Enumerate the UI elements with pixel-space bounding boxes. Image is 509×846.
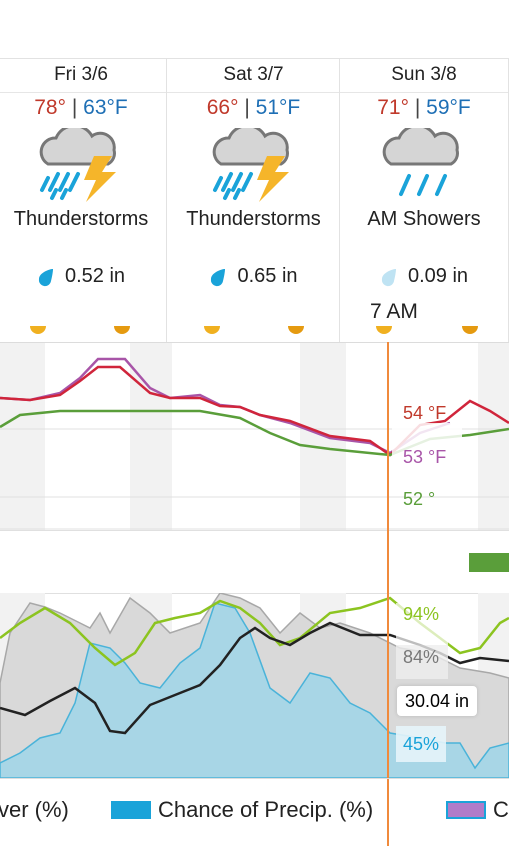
- precip-value: 0.65 in: [237, 265, 298, 287]
- low-temp: 51°F: [255, 96, 301, 119]
- thunderstorm-icon: [39, 128, 116, 202]
- sunrise-icon: [30, 326, 46, 334]
- hover-temp: 54 °F: [403, 403, 447, 423]
- forecast-top-border: [0, 58, 509, 59]
- hover-cloud-cover: 84%: [403, 647, 440, 667]
- temperature-line: [0, 365, 509, 457]
- low-temp: 63°F: [83, 96, 128, 119]
- day-column-sat[interactable]: Sat 3/7 66° | 51°F Thunderstorms 0.65 in: [166, 58, 340, 342]
- hover-time-bg: [366, 298, 426, 326]
- hover-chance-precip: 45%: [403, 734, 440, 754]
- humidity-precip-chart[interactable]: [0, 593, 509, 778]
- temp-separator: |: [244, 96, 250, 119]
- hover-humidity: 94%: [403, 604, 440, 624]
- day-column-fri[interactable]: Fri 3/6 78° | 63°F Thunderstorms 0.52 in: [0, 58, 167, 342]
- condition-text: Thunderstorms: [13, 208, 149, 230]
- condition-text: AM Showers: [367, 208, 481, 230]
- legend-swatch-feels: [446, 801, 486, 819]
- raindrop-icon: [38, 268, 53, 286]
- wind-bar: [469, 553, 509, 572]
- precip-value: 0.52 in: [64, 265, 126, 287]
- day-temps: 71° | 59°F: [340, 96, 508, 120]
- raindrop-icon: [211, 268, 226, 286]
- precip-value: 0.09 in: [407, 265, 469, 287]
- sunset-icon: [114, 326, 130, 334]
- raindrop-icon: [381, 268, 396, 286]
- rain-showers-icon: [382, 128, 459, 196]
- day-column-sun[interactable]: Sun 3/8 71° | 59°F AM Showers 0.09 in: [339, 58, 509, 342]
- thunderstorm-icon: [212, 128, 289, 202]
- legend-cloud-cover[interactable]: ver (%): [0, 797, 69, 822]
- precip-amount: 0.09 in: [340, 265, 508, 288]
- high-temp: 78°: [34, 96, 66, 119]
- temp-separator: |: [71, 96, 78, 119]
- sunrise-icon: [204, 326, 220, 334]
- low-temp: 59°F: [426, 96, 471, 119]
- chart-legend: ver (%) Chance of Precip. (%) C: [0, 778, 509, 845]
- temperature-chart[interactable]: [0, 343, 509, 530]
- high-temp: 66°: [206, 96, 239, 119]
- legend-swatch-precip: [111, 801, 151, 819]
- wind-band: [0, 530, 509, 594]
- legend-feels-like[interactable]: C: [493, 797, 509, 822]
- day-name: Sat 3/7: [167, 58, 340, 93]
- high-temp: 71°: [377, 96, 409, 119]
- hover-time: 7 AM: [370, 300, 418, 323]
- sun-markers: [30, 326, 478, 334]
- sunset-icon: [462, 326, 478, 334]
- hover-cursor-line[interactable]: [387, 342, 389, 846]
- sunrise-icon: [376, 326, 392, 334]
- day-temps: 66° | 51°F: [167, 96, 340, 120]
- hover-feels-like: 53 °F: [403, 447, 447, 467]
- day-temps: 78° | 63°F: [0, 96, 167, 120]
- sunset-icon: [288, 326, 304, 334]
- day-name: Fri 3/6: [0, 58, 167, 93]
- precip-amount: 0.52 in: [0, 265, 167, 288]
- hover-dew-point: 52 °: [403, 489, 436, 509]
- hover-pressure: 30.04 in: [397, 686, 477, 716]
- chart-top-divider: [0, 342, 509, 343]
- condition-text: Thunderstorms: [186, 208, 321, 230]
- precip-amount: 0.65 in: [167, 265, 340, 288]
- day-name: Sun 3/8: [340, 58, 508, 93]
- temp-separator: |: [414, 96, 421, 119]
- legend-chance-precip[interactable]: Chance of Precip. (%): [158, 797, 374, 822]
